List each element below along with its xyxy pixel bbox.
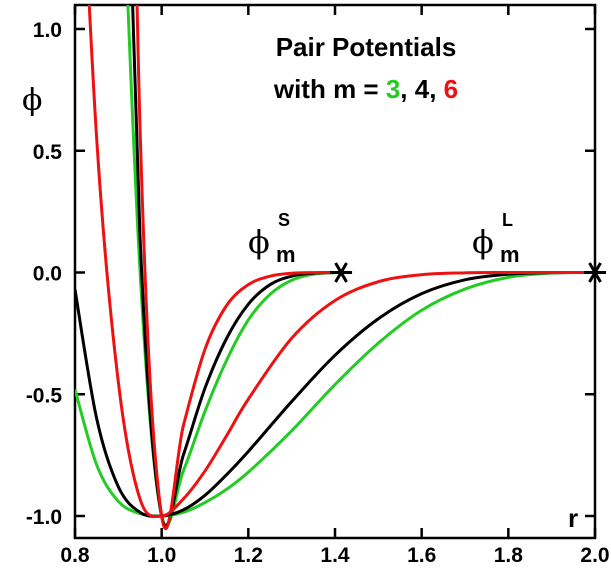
x-tick-label: 1.2	[234, 544, 263, 567]
annotation-short-range: ϕ S m	[248, 210, 296, 267]
annotation-superscript: S	[278, 210, 290, 230]
series-line-long-range-m3	[75, 272, 595, 516]
y-tick-label: -0.5	[26, 384, 63, 407]
y-tick-label: 1.0	[33, 19, 62, 42]
annotation-subscript: m	[276, 242, 296, 267]
annotation-superscript: L	[502, 210, 513, 230]
x-tick-label: 1.8	[494, 544, 524, 567]
y-tick-label: -1.0	[26, 506, 62, 529]
y-tick-label: 0.0	[33, 263, 62, 286]
chart-title-line2: with m = 3, 4, 6	[273, 74, 458, 104]
annotation-symbol: ϕ	[248, 223, 270, 261]
y-tick-label: 0.5	[33, 141, 63, 164]
title-m-black: , 4,	[400, 74, 443, 104]
annotation-subscript: m	[500, 242, 520, 267]
annotation-long-range: ϕ L m	[472, 210, 520, 267]
x-tick-label: 2.0	[580, 544, 609, 567]
x-tick-label: 0.8	[60, 544, 90, 567]
x-tick-label: 1.0	[147, 544, 176, 567]
title-m-green: 3	[386, 74, 400, 104]
annotation-symbol: ϕ	[472, 223, 494, 261]
y-axis-label: ϕ	[22, 83, 42, 118]
x-axis-label: r	[568, 503, 578, 533]
x-tick-labels: 0.8 1.0 1.2 1.4 1.6 1.8 2.0	[60, 544, 609, 567]
chart-title-line1: Pair Potentials	[276, 32, 457, 62]
x-tick-label: 1.6	[407, 544, 436, 567]
x-tick-label: 1.4	[320, 544, 350, 567]
cutoff-star-marker	[330, 263, 352, 282]
series-line-long-range-m4	[75, 272, 595, 516]
title-prefix: with m =	[273, 74, 386, 104]
title-m-red: 6	[444, 74, 458, 104]
